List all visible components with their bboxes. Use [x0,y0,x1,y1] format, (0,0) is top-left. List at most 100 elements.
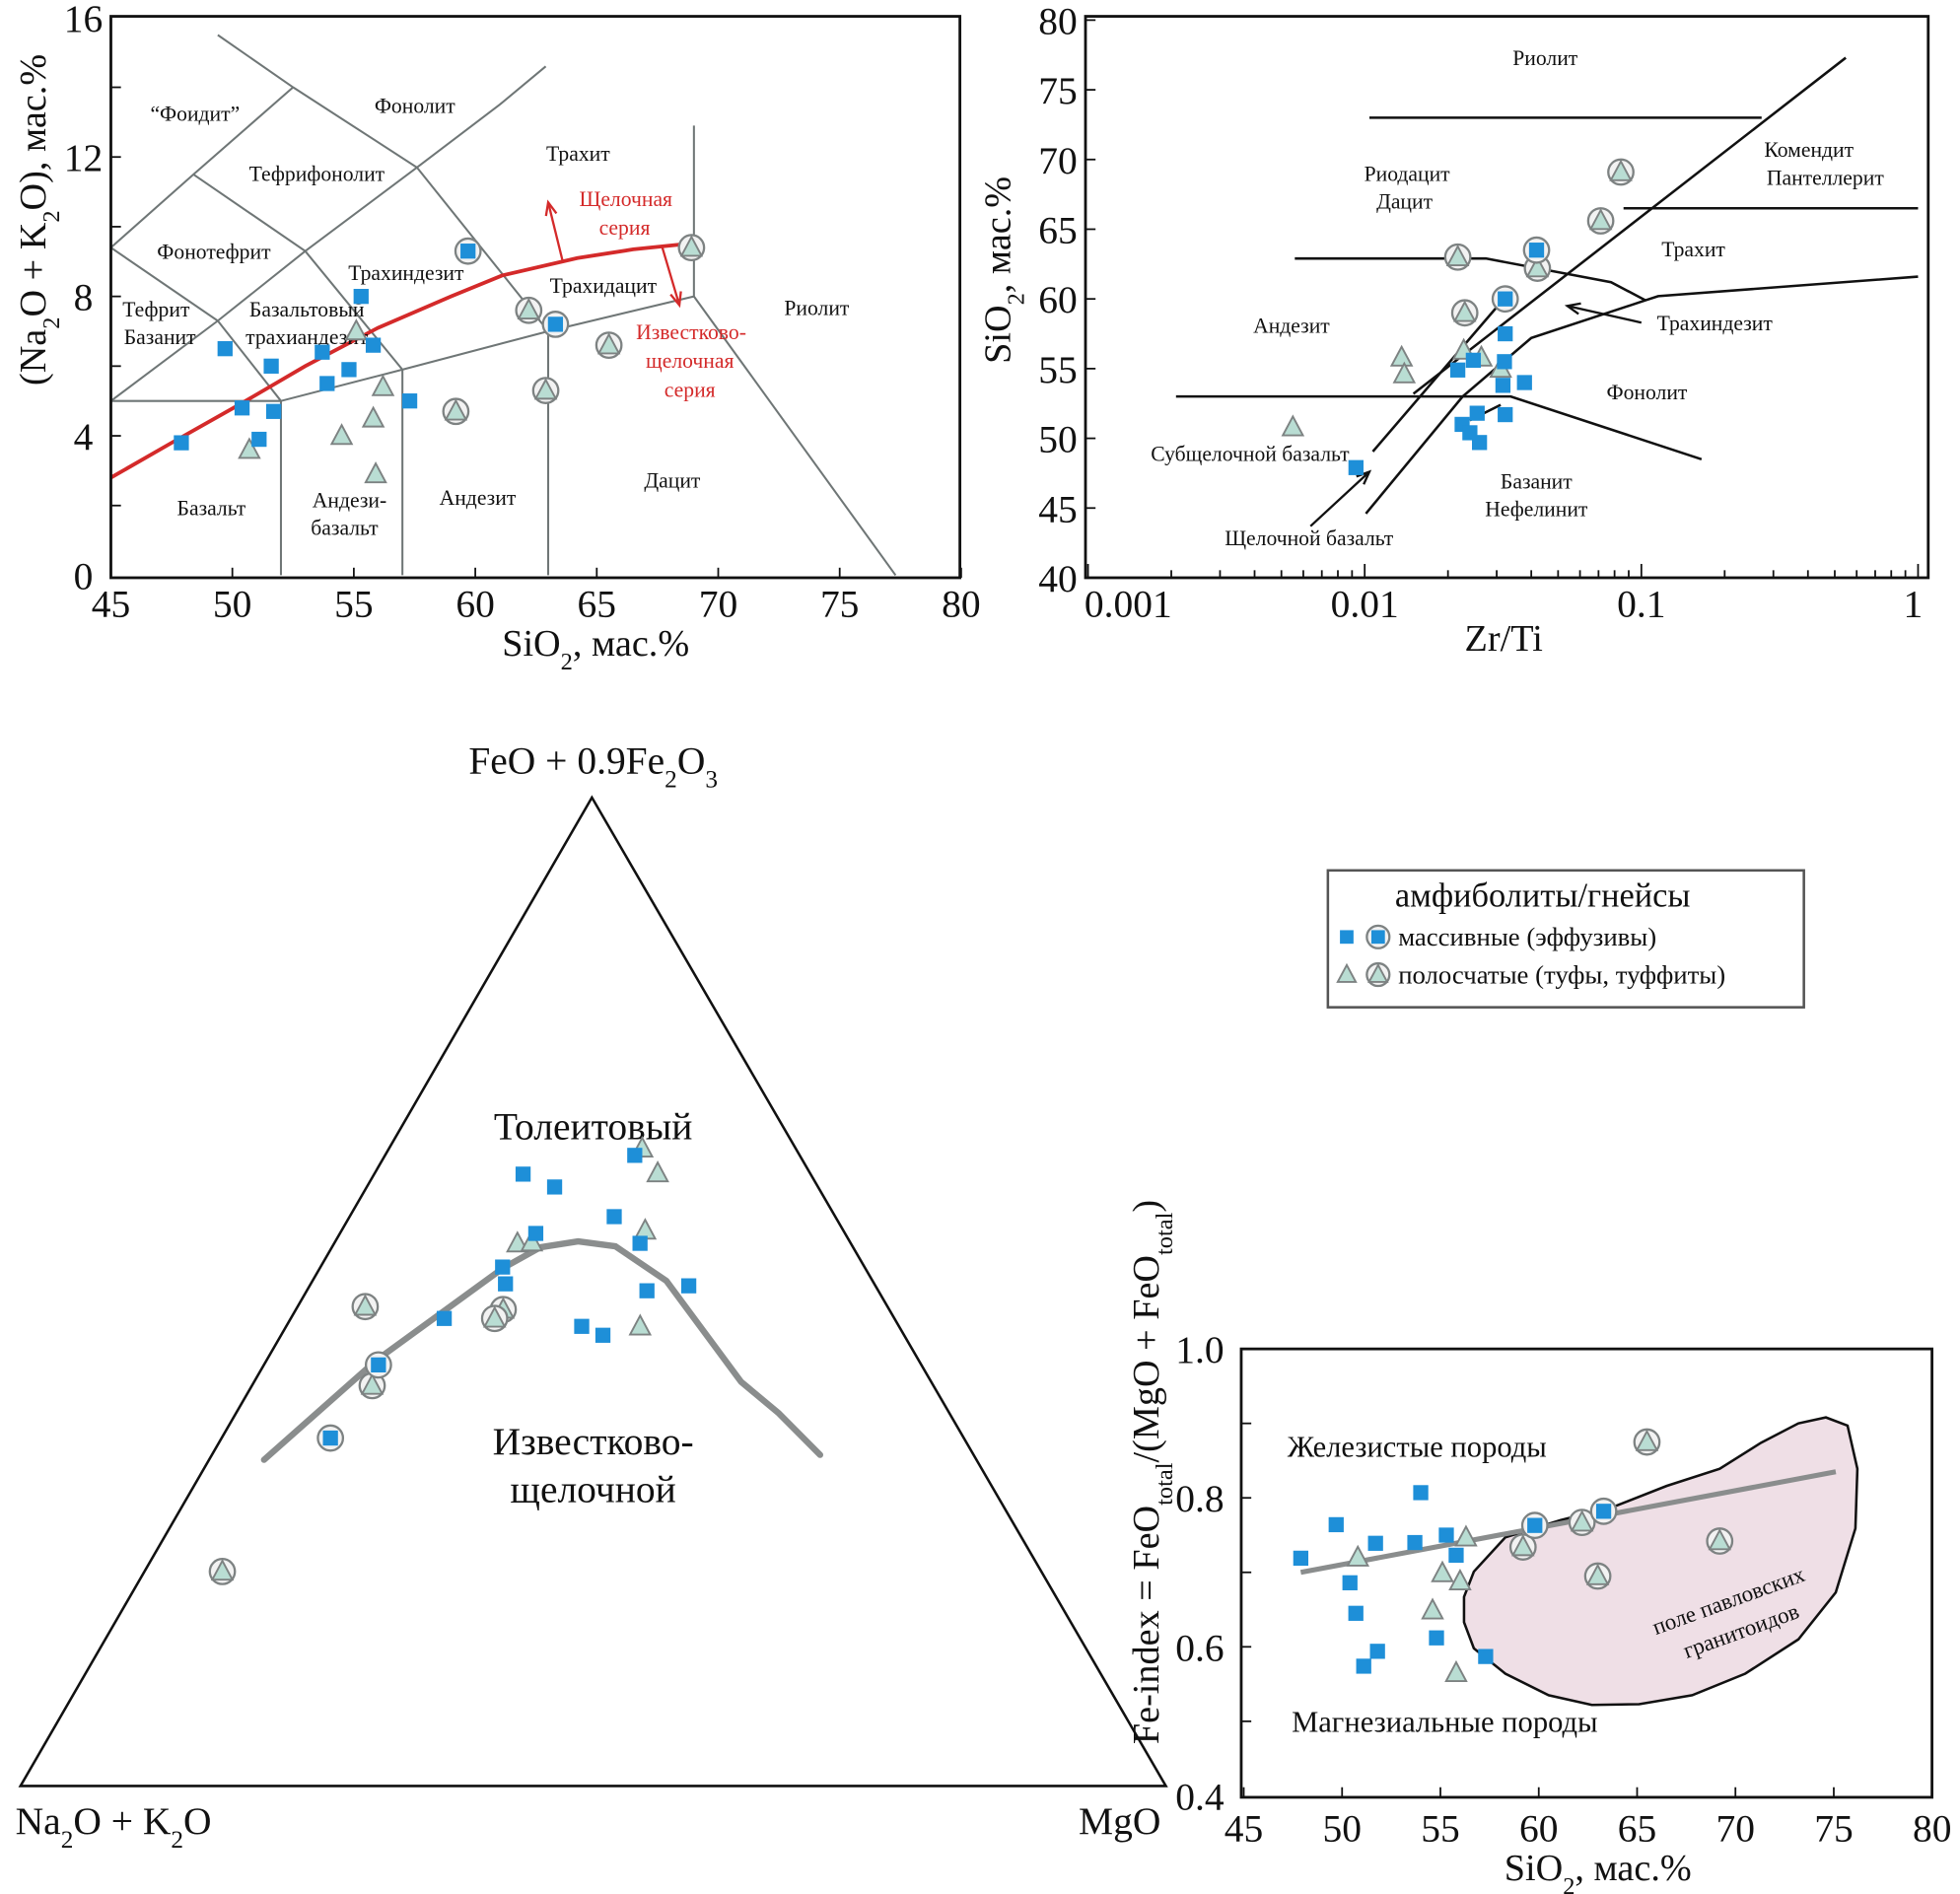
triangle-marker [1525,255,1550,278]
series-label: Известково- [636,320,746,344]
x-tick-label: 75 [820,582,859,625]
field-label: “Фоидит” [150,102,240,125]
data-point-circled-triangle [531,377,560,404]
series-arrow [661,246,682,309]
text-segment: Na [16,1799,61,1843]
field-boundary [1175,394,1703,461]
data-point-square [217,341,233,357]
data-point-circled-triangle [1583,1562,1612,1590]
field-label: Тефрифонолит [249,162,385,185]
field-label: Риолит [1512,46,1578,70]
square-marker [341,362,357,378]
text-segment: SiO [978,305,1019,363]
triangle-marker [1452,300,1477,322]
data-point-circled-square [454,237,482,265]
triangle-marker [679,235,704,257]
data-point-triangle [344,318,369,341]
data-point-circled-triangle [442,397,470,426]
data-point-triangle [329,423,354,446]
field-boundary [1371,301,1503,453]
square-marker [365,337,382,353]
series-label: щелочная [646,349,734,373]
data-point-square [1356,1658,1371,1674]
data-point-triangle [646,1160,669,1183]
subscript: 2 [61,1826,74,1854]
square-marker [606,1209,622,1225]
pointer-arrow [1309,469,1372,527]
text-segment: SiO [1505,1848,1563,1889]
legend: амфиболиты/гнейсы массивные (эффузивы) пол… [1326,869,1805,1009]
zr-ti-diagram: 0.001 0.01 0.1 1 40 45 50 55 60 65 70 75 80 Zr/Ti SiO2… [978,0,1930,660]
field-label: Толеитовый [494,1104,693,1148]
square-marker [319,376,335,391]
triangle-marker [517,297,541,320]
data-point-square [627,1148,643,1163]
data-point-square [498,1276,514,1292]
square-marker [436,1310,453,1326]
x-tick-label: 0.1 [1617,582,1665,625]
square-marker [1465,352,1482,369]
subscript: 2 [38,317,65,329]
data-point-square [527,1226,544,1241]
subscript: 2 [1003,293,1029,305]
square-marker [217,341,233,357]
text-segment: O [183,1799,212,1843]
data-point-circled-square [1520,1511,1549,1540]
data-point-square [1497,354,1512,370]
field-label: Андезит [1253,315,1330,338]
data-point-square [1429,1630,1444,1646]
triangle-marker [210,1559,235,1581]
data-point-square [1340,930,1354,945]
text-segment: , мас.% [1575,1848,1691,1889]
triangle-marker [1635,1429,1659,1451]
square-marker [1429,1630,1444,1646]
data-point-square [251,431,267,448]
text-segment: O), мас.% [13,54,54,211]
y-tick-label: 0.4 [1175,1775,1225,1818]
square-marker [1369,1644,1385,1659]
fe-index-diagram: 45 50 55 60 65 70 75 80 0.4 0.6 0.8 1.0 SiO2, мас.% F… [1126,1200,1952,1894]
y-tick-label: 0.8 [1175,1477,1224,1520]
square-marker [1498,291,1513,307]
y-tick-label: 70 [1038,139,1077,182]
triangle-marker [1346,1544,1369,1567]
square-marker [460,244,476,259]
field-label: Пантеллерит [1767,166,1884,189]
vertex-label-top: FeO + 0.9Fe2O3 [468,739,718,794]
data-point-triangle [364,461,387,484]
data-point-square [1471,435,1488,451]
subscript: total [1151,1212,1177,1255]
y-tick-label: 45 [1038,487,1077,530]
x-tick-label: 0.001 [1085,582,1172,625]
y-tick-label: 55 [1038,348,1077,391]
triangle-marker [364,461,387,484]
pointer-arrow [1564,302,1643,324]
subscript: 2 [1563,1872,1575,1894]
triangle-marker [482,1305,507,1328]
data-point-circled-triangle [1607,158,1635,186]
data-point-circled-triangle [208,1558,237,1585]
ferroan-magnesian-divider [1299,1469,1837,1576]
triangle-marker [1281,414,1305,437]
y-tick-label: 75 [1038,69,1077,112]
data-point-circled-triangle [1568,1508,1596,1537]
data-point-circled-triangle [1508,1533,1537,1561]
square-marker [1498,325,1513,342]
field-label: Нефелинит [1485,498,1588,522]
triangle-marker [1708,1528,1732,1551]
data-point-square [263,358,279,374]
y-tick-label: 60 [1038,278,1077,321]
square-marker [1469,405,1485,421]
x-tick-label: 1 [1903,582,1923,625]
series-divider-curve [109,242,685,480]
y-tick-label: 4 [74,415,94,458]
data-point-square [639,1283,655,1298]
y-axis-label: SiO2, мас.% [978,176,1030,364]
square-marker [174,435,189,451]
square-marker [1527,1517,1543,1533]
square-marker [574,1318,590,1334]
field-label: Фонолит [1606,381,1687,404]
field-label: Трахит [1661,238,1725,261]
square-marker [1595,1504,1612,1519]
x-tick-label: 60 [455,582,494,625]
